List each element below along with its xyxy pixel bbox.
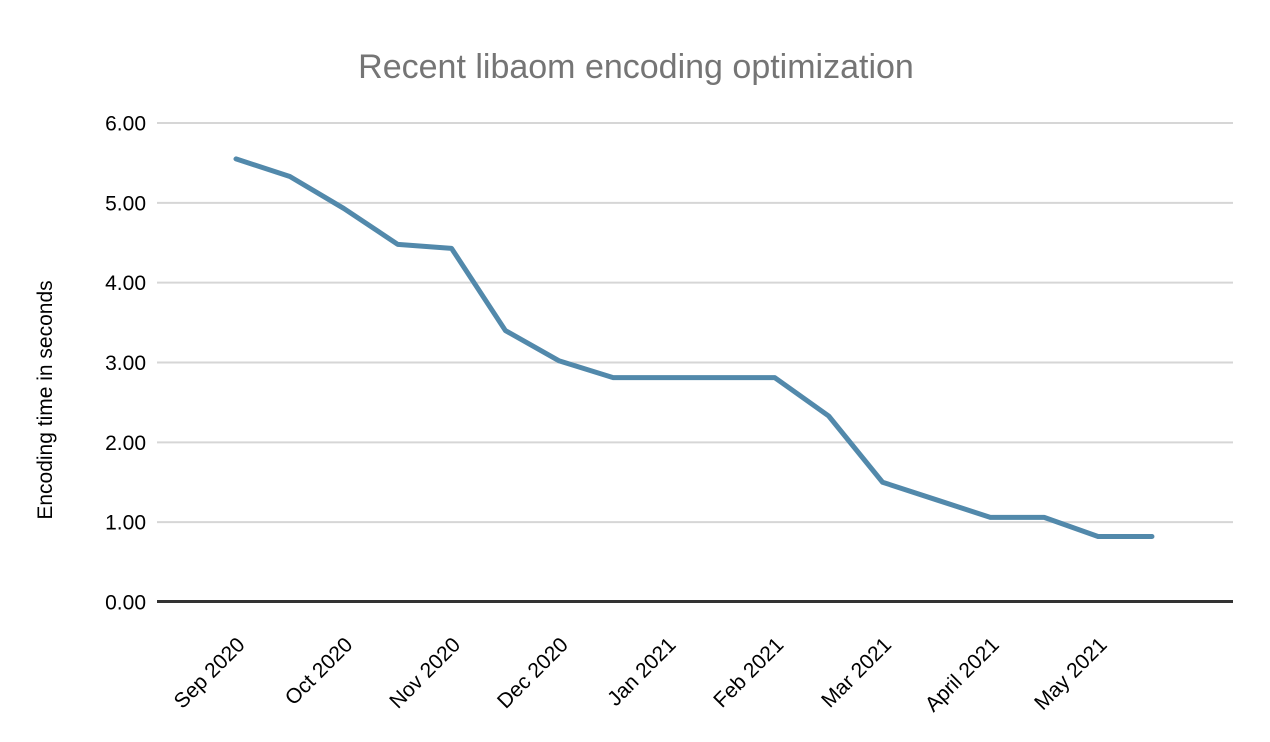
gridlines [157,122,1233,524]
data-series-line [233,156,1155,540]
x-axis-tick-labels: Sep 2020 Oct 2020 Nov 2020 Dec 2020 Jan 2021… [170,633,1112,716]
y-axis-title: Encoding time in seconds [34,280,57,519]
x-tick-label: Mar 2021 [817,633,896,712]
x-tick-label: Jan 2021 [603,633,680,710]
x-tick-label: Nov 2020 [385,633,465,713]
y-tick-label: 1.00 [105,512,146,535]
x-tick-label: April 2021 [921,633,1004,716]
y-tick-label: 3.00 [105,352,146,375]
y-axis-tick-labels: 0.00 1.00 2.00 3.00 4.00 5.00 6.00 [105,113,146,615]
chart-title: Recent libaom encoding optimization [358,48,914,86]
y-tick-label: 6.00 [105,113,146,136]
x-tick-label: Dec 2020 [493,633,573,713]
y-tick-label: 0.00 [105,592,146,615]
x-tick-label: Oct 2020 [281,633,358,710]
x-tick-label: Feb 2021 [709,633,788,712]
x-tick-label: Sep 2020 [170,633,250,713]
y-tick-label: 4.00 [105,272,146,295]
y-tick-label: 5.00 [105,192,146,215]
x-tick-label: May 2021 [1030,633,1111,714]
y-tick-label: 2.00 [105,432,146,455]
